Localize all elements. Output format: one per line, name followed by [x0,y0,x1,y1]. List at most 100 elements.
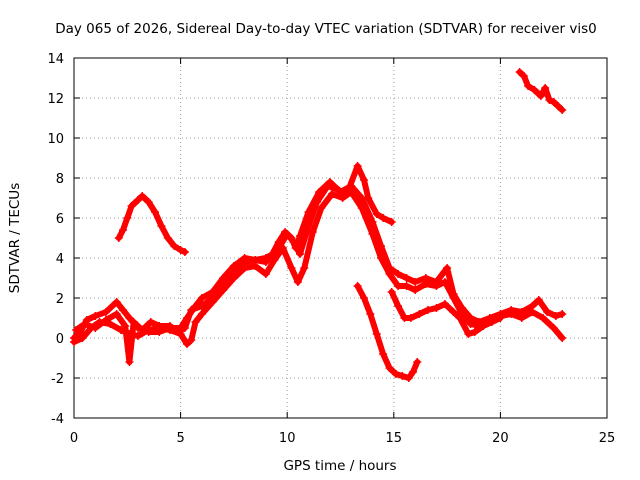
data-point-marker [411,278,420,286]
data-point-marker [197,294,206,302]
data-point-marker [187,306,196,314]
data-point-marker [558,310,567,318]
data-point-marker [406,314,415,322]
series-trace [115,193,188,255]
data-point-marker [101,308,110,316]
data-point-marker [519,72,528,80]
data-point-marker [123,214,132,222]
data-point-marker [251,256,260,264]
data-point-marker [289,238,298,246]
data-point-marker [385,364,394,372]
series-layer [70,68,567,382]
y-tick-label: 2 [56,292,64,307]
data-point-marker [138,192,147,200]
data-point-marker [304,222,313,230]
data-point-marker [423,306,432,314]
data-point-marker [165,322,174,330]
data-point-marker [229,274,238,282]
data-point-marker [138,326,147,334]
x-axis-label: GPS time / hours [283,458,396,474]
data-point-marker [121,322,130,330]
data-point-marker [357,204,366,212]
data-point-marker [342,190,351,198]
data-point-marker [464,330,473,338]
data-point-marker [125,314,134,322]
x-tick-label: 15 [386,431,403,446]
data-point-marker [176,246,185,254]
data-point-marker [364,194,373,202]
data-point-marker [157,222,166,230]
data-point-marker [432,282,441,290]
data-point-marker [293,278,302,286]
data-point-marker [421,280,430,288]
data-point-marker [479,322,488,330]
data-point-marker [287,264,296,272]
data-point-marker [398,372,407,380]
data-point-marker [402,282,411,290]
data-point-marker [539,314,548,322]
data-series-track-3 [72,162,396,366]
data-point-marker [180,324,189,332]
data-point-marker [170,242,179,250]
data-point-marker [366,310,375,318]
data-point-marker [549,324,558,332]
data-point-marker [80,320,89,328]
data-point-marker [507,310,516,318]
data-point-marker [187,336,196,344]
data-point-marker [387,288,396,296]
x-tick-label: 10 [279,431,296,446]
tick-marks [73,57,608,419]
data-series-track-6 [387,288,505,338]
data-point-marker [155,322,164,330]
data-point-marker [543,308,552,316]
y-tick-label: 4 [56,252,64,267]
y-tick-label: 6 [56,212,64,227]
data-point-marker [308,228,317,236]
plot-frame [73,57,608,419]
data-point-marker [394,282,403,290]
data-point-marker [283,230,292,238]
data-point-marker [317,204,326,212]
data-point-marker [144,198,153,206]
data-point-marker [101,316,110,324]
data-point-marker [466,320,475,328]
x-tick-label: 0 [70,431,78,446]
data-point-marker [133,332,142,340]
data-point-marker [112,310,121,318]
data-point-marker [197,302,206,310]
data-point-marker [517,314,526,322]
data-point-marker [182,340,191,348]
data-series-track-5 [353,282,422,382]
data-point-marker [408,368,417,376]
data-point-marker [415,310,424,318]
data-point-marker [146,318,155,326]
data-point-marker [558,334,567,342]
data-point-marker [372,330,381,338]
data-point-marker [313,198,322,206]
data-point-marker [379,350,388,358]
data-point-marker [174,328,183,336]
data-point-marker [125,358,134,366]
data-point-marker [549,98,558,106]
data-point-marker [377,254,386,262]
data-point-marker [180,248,189,256]
y-axis-label: SDTVAR / TECUs [7,183,23,293]
data-point-marker [404,374,413,382]
data-point-marker [541,84,550,92]
data-point-marker [394,270,403,278]
data-point-marker [272,248,281,256]
y-tick-label: -4 [51,412,64,427]
series-trace [516,69,566,113]
x-tick-label: 25 [599,431,616,446]
data-point-marker [151,208,160,216]
data-point-marker [359,294,368,302]
data-point-marker [261,254,270,262]
data-point-marker [197,310,206,318]
data-point-marker [432,304,441,312]
data-point-marker [270,256,279,264]
data-point-marker [524,82,533,90]
data-point-marker [240,258,249,266]
data-point-marker [300,264,309,272]
x-tick-label: 5 [176,431,184,446]
